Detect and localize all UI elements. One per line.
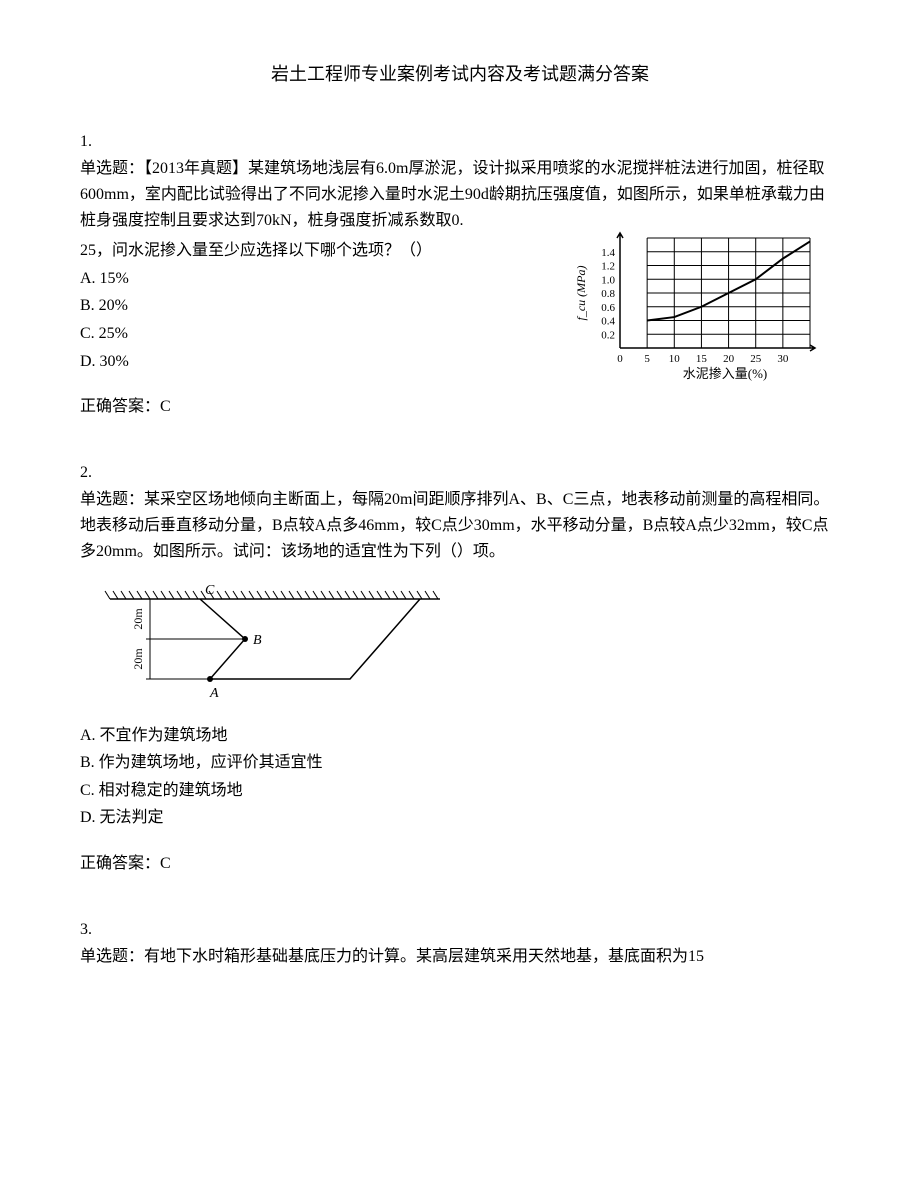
svg-text:30: 30: [777, 353, 789, 365]
question-type-label: 单选题：: [80, 948, 144, 965]
question-1: 1. 单选题：【2013年真题】某建筑场地浅层有6.0m厚淤泥，设计拟采用喷浆的…: [80, 129, 840, 420]
svg-text:0: 0: [617, 353, 623, 365]
svg-text:B: B: [253, 633, 262, 648]
question-number: 3.: [80, 917, 840, 943]
question-3: 3. 单选题：有地下水时箱形基础基底压力的计算。某高层建筑采用天然地基，基底面积…: [80, 917, 840, 970]
options-list: A. 不宜作为建筑场地 B. 作为建筑场地，应评价其适宜性 C. 相对稳定的建筑…: [80, 723, 840, 831]
svg-text:25: 25: [750, 353, 762, 365]
svg-text:A: A: [209, 686, 219, 701]
svg-text:1.0: 1.0: [601, 274, 615, 286]
svg-text:0.6: 0.6: [601, 302, 615, 314]
svg-text:20: 20: [723, 353, 735, 365]
page-title: 岩土工程师专业案例考试内容及考试题满分答案: [80, 60, 840, 89]
svg-text:15: 15: [696, 353, 708, 365]
cross-section-diagram: 20m 20m C B A: [80, 574, 840, 713]
svg-text:0.8: 0.8: [601, 288, 615, 300]
question-body: 有地下水时箱形基础基底压力的计算。某高层建筑采用天然地基，基底面积为15: [144, 948, 704, 965]
question-body: 某采空区场地倾向主断面上，每隔20m间距顺序排列A、B、C三点，地表移动前测量的…: [80, 491, 829, 559]
svg-text:20m: 20m: [131, 608, 145, 630]
question-text: 单选题：有地下水时箱形基础基底压力的计算。某高层建筑采用天然地基，基底面积为15: [80, 944, 840, 970]
question-type-label: 单选题：: [80, 160, 144, 177]
question-text: 单选题：某采空区场地倾向主断面上，每隔20m间距顺序排列A、B、C三点，地表移动…: [80, 487, 840, 564]
strength-chart: 0.20.4 0.6 0.8 1.01.2 1.4 0 5 10 15 20 25 30 f_cu (M…: [570, 228, 820, 437]
svg-text:5: 5: [644, 353, 650, 365]
svg-text:0.2: 0.2: [601, 329, 615, 341]
svg-text:f_cu (MPa): f_cu (MPa): [574, 266, 588, 321]
option-c: C. 相对稳定的建筑场地: [80, 778, 840, 804]
question-body: 【2013年真题】某建筑场地浅层有6.0m厚淤泥，设计拟采用喷浆的水泥搅拌桩法进…: [80, 160, 825, 228]
question-text: 单选题：【2013年真题】某建筑场地浅层有6.0m厚淤泥，设计拟采用喷浆的水泥搅…: [80, 156, 840, 233]
svg-text:20m: 20m: [131, 648, 145, 670]
option-b: B. 作为建筑场地，应评价其适宜性: [80, 750, 840, 776]
correct-answer: 正确答案：C: [80, 851, 840, 877]
question-type-label: 单选题：: [80, 491, 144, 508]
svg-text:1.2: 1.2: [601, 261, 615, 273]
svg-text:10: 10: [669, 353, 681, 365]
option-d: D. 无法判定: [80, 805, 840, 831]
svg-text:C: C: [205, 583, 215, 598]
question-number: 2.: [80, 460, 840, 486]
svg-text:0.4: 0.4: [601, 316, 615, 328]
svg-text:1.4: 1.4: [601, 247, 615, 259]
option-a: A. 不宜作为建筑场地: [80, 723, 840, 749]
svg-text:水泥掺入量(%): 水泥掺入量(%): [683, 366, 768, 381]
question-2: 2. 单选题：某采空区场地倾向主断面上，每隔20m间距顺序排列A、B、C三点，地…: [80, 460, 840, 877]
question-number: 1.: [80, 129, 840, 155]
